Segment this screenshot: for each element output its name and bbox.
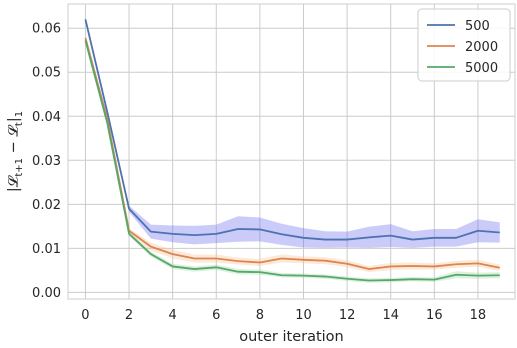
y-tick-label: 0.00 — [32, 286, 61, 301]
x-tick-label: 0 — [81, 308, 89, 323]
y-axis-ticks: 0.00 0.01 0.02 0.03 0.04 0.05 0.06 — [32, 22, 61, 301]
y-axis-label: |𝓛t+1 − 𝓛t|1 — [6, 111, 25, 192]
x-tick-label: 10 — [295, 308, 312, 323]
x-tick-label: 16 — [426, 308, 443, 323]
x-axis-label: outer iteration — [239, 329, 344, 345]
y-tick-label: 0.03 — [32, 154, 61, 169]
legend-label-5000: 5000 — [465, 61, 498, 76]
y-tick-label: 0.02 — [32, 198, 61, 213]
x-tick-label: 6 — [212, 308, 220, 323]
x-axis-ticks: 0 2 4 6 8 10 12 14 16 18 — [81, 308, 486, 323]
x-tick-label: 12 — [339, 308, 356, 323]
y-tick-label: 0.01 — [32, 242, 61, 257]
legend-label-500: 500 — [465, 19, 490, 34]
x-tick-label: 4 — [169, 308, 177, 323]
y-axis-label-sub-1: 1 — [14, 111, 25, 117]
x-tick-label: 18 — [470, 308, 487, 323]
x-tick-label: 14 — [382, 308, 399, 323]
x-tick-label: 2 — [125, 308, 133, 323]
y-tick-label: 0.06 — [32, 22, 61, 37]
x-tick-label: 8 — [256, 308, 264, 323]
legend-label-2000: 2000 — [465, 40, 498, 55]
y-axis-label-sub-t1: t+1 — [14, 158, 25, 177]
y-tick-label: 0.04 — [32, 110, 61, 125]
y-axis-label-mid: − 𝓛 — [6, 124, 22, 158]
y-tick-label: 0.05 — [32, 66, 61, 81]
legend: 500 2000 5000 — [418, 9, 510, 81]
